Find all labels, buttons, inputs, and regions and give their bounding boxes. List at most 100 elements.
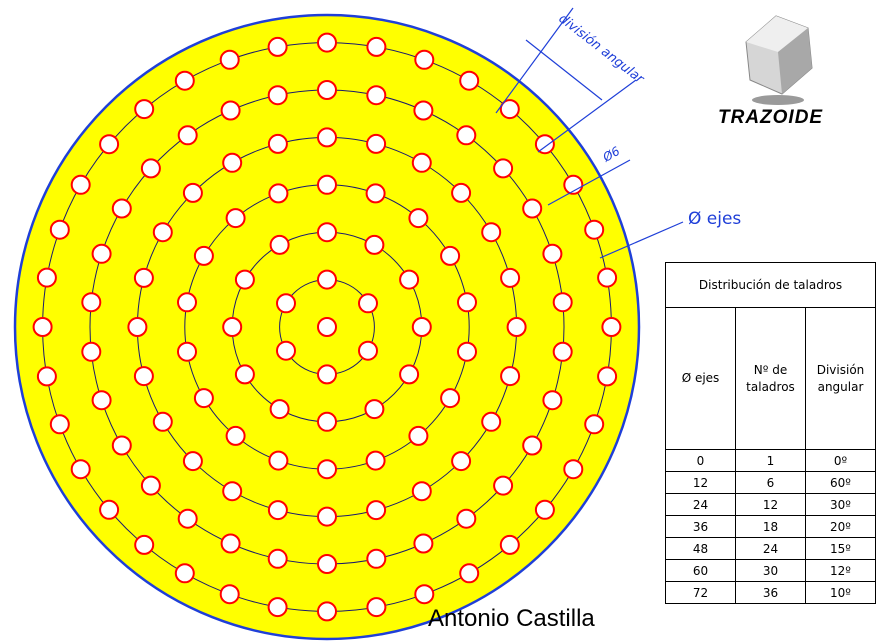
drill-hole [140,475,161,496]
drill-hole [317,601,337,622]
drill-hole [269,234,290,255]
drill-hole [219,49,240,70]
drill-hole [451,451,472,472]
drill-hole [267,133,288,154]
table-row: 48 24 15º [665,537,876,560]
drill-hole [267,597,288,618]
drill-hole [552,292,573,313]
cell-count: 24 [735,537,806,560]
cell-diam: 12 [665,471,736,494]
drill-hole [317,317,337,337]
drill-hole [500,267,521,288]
table-row: 72 36 10º [665,581,876,604]
drill-hole [81,292,102,313]
cell-angle: 15º [805,537,876,560]
drill-hole [174,70,195,91]
drill-hole [456,508,477,529]
drill-hole [268,183,289,204]
drill-hole [365,183,386,204]
drill-hole [133,267,154,288]
drill-hole [408,208,429,229]
author-credit: Antonio Castilla [428,605,595,632]
cell-diam: 72 [665,581,736,604]
drill-hole [222,481,243,502]
drill-hole [219,584,240,605]
drill-hole [36,267,57,288]
drill-hole [36,366,57,387]
drill-hole [99,499,120,520]
drill-hole [522,198,543,219]
cell-diam: 36 [665,515,736,538]
drill-hole [127,317,148,337]
drill-hole [220,533,241,554]
cell-angle: 60º [805,471,876,494]
drill-hole [440,388,461,409]
drill-hole [193,388,214,409]
drill-hole [152,411,173,432]
drill-hole [499,99,520,120]
drill-hole [267,85,288,106]
drill-hole [317,174,337,195]
drill-hole [411,152,432,173]
drill-hole [542,243,563,264]
logo-text: TRAZOIDE [718,107,824,128]
cell-count: 18 [735,515,806,538]
drill-hole [317,364,337,385]
drill-hole [269,399,290,420]
drill-hole [222,152,243,173]
drill-hole [456,125,477,146]
drill-hole [459,70,480,91]
drill-hole [493,158,514,179]
drill-hole [182,451,203,472]
cell-diam: 0 [665,449,736,472]
cell-diam: 60 [665,559,736,582]
drill-hole [358,340,378,361]
drill-hole [364,234,385,255]
drill-hole [552,341,573,362]
drill-hole [413,100,434,121]
drill-hole [413,533,434,554]
drill-distribution-table: Distribución de taladros Ø ejes Nº de ta… [665,262,876,604]
drill-hole [49,219,70,240]
axes-diameter-label: Ø ejes [688,209,741,229]
cell-diam: 48 [665,537,736,560]
drill-hole [317,411,337,432]
cell-angle: 20º [805,515,876,538]
drill-hole [414,49,435,70]
header-axes-diameter: Ø ejes [665,307,736,450]
cell-angle: 0º [805,449,876,472]
table-row: 12 6 60º [665,471,876,494]
header-angular-division: División angular [805,307,876,450]
drill-hole [457,292,477,313]
drill-hole [534,134,555,155]
drill-hole [177,508,198,529]
header-hole-count: Nº de taladros [735,307,806,450]
drill-hole [177,125,198,146]
table-title: Distribución de taladros [665,262,876,308]
drill-hole [140,158,161,179]
drill-hole [177,341,197,362]
cell-angle: 12º [805,559,876,582]
drill-hole [70,459,91,480]
drill-hole [174,563,195,584]
drill-hole [70,174,91,195]
drill-hole [225,425,246,446]
drill-hole [317,127,337,148]
cell-count: 12 [735,493,806,516]
drill-hole [542,390,563,411]
drill-hole [317,506,337,527]
drill-hole [134,534,155,555]
drill-hole [268,450,289,471]
drill-hole [193,245,214,266]
drill-hole [411,481,432,502]
drill-hole [99,134,120,155]
drill-hole [222,317,243,337]
drill-hole [111,435,132,456]
drill-hole [563,459,584,480]
hole-group [32,32,622,622]
drill-hole [267,548,288,569]
drill-hole [133,366,154,387]
drill-hole [317,80,337,100]
drill-hole [481,222,502,243]
drill-hole [234,364,255,385]
